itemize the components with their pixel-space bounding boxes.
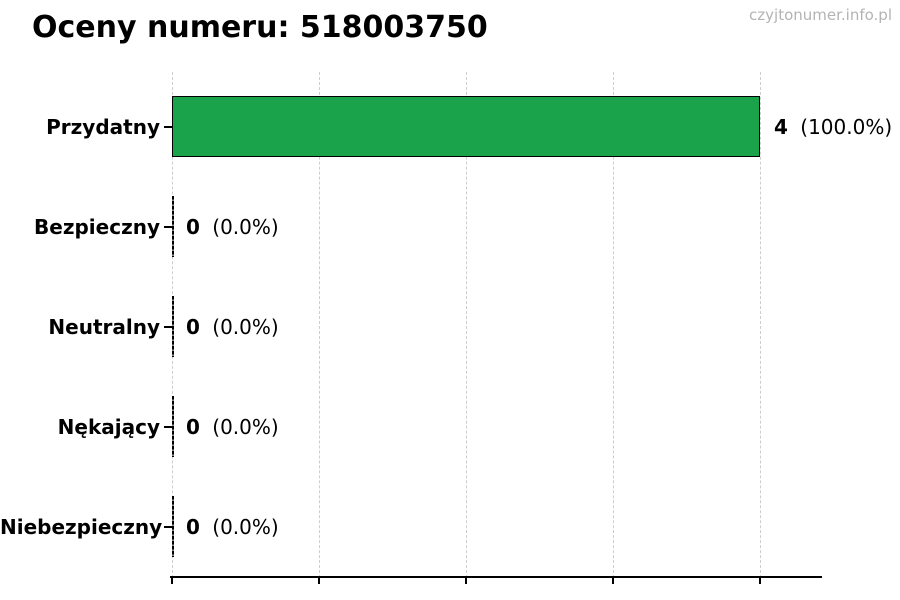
bar-row: Bezpieczny 0 (0.0%): [34, 177, 820, 277]
bar-value-label: 4 (100.0%): [774, 115, 892, 139]
bar-value: 0: [186, 215, 200, 239]
x-tick-mark: [759, 578, 761, 584]
bar-value: 4: [774, 115, 788, 139]
y-tick-mark: [164, 526, 172, 528]
bar-percentage: (0.0%): [212, 415, 279, 439]
y-tick-mark: [164, 126, 172, 128]
y-tick-mark: [164, 226, 172, 228]
gridline: [319, 72, 320, 578]
category-label: Bezpieczny: [34, 215, 160, 239]
bar-row: Nękający 0 (0.0%): [58, 377, 820, 477]
x-tick-mark: [318, 578, 320, 584]
bar-value: 0: [186, 315, 200, 339]
bar-percentage: (100.0%): [800, 115, 893, 139]
gridline: [613, 72, 614, 578]
category-label: Przydatny: [46, 115, 160, 139]
bar: [172, 396, 174, 457]
bar: [172, 196, 174, 257]
x-tick-mark: [612, 578, 614, 584]
bar-row: Neutralny 0 (0.0%): [48, 277, 820, 377]
x-tick-mark: [171, 578, 173, 584]
bar: [172, 496, 174, 557]
category-label: Niebezpieczny: [0, 515, 163, 539]
plot-area: Przydatny 4 (100.0%) Bezpieczny 0 (0.0%)…: [0, 72, 892, 584]
bar-value-label: 0 (0.0%): [186, 415, 279, 439]
bar-value-label: 0 (0.0%): [186, 215, 279, 239]
y-tick-mark: [164, 326, 172, 328]
x-axis-line: [170, 576, 822, 578]
bar-value-label: 0 (0.0%): [186, 515, 279, 539]
bar-row: Przydatny 4 (100.0%): [46, 77, 892, 177]
bar-value-label: 0 (0.0%): [186, 315, 279, 339]
category-label: Neutralny: [48, 315, 160, 339]
gridline: [466, 72, 467, 578]
chart-title: Oceny numeru: 518003750: [32, 10, 488, 45]
bar-percentage: (0.0%): [212, 215, 279, 239]
x-tick-mark: [465, 578, 467, 584]
bar-value: 0: [186, 415, 200, 439]
bar: [172, 296, 174, 357]
bar-value: 0: [186, 515, 200, 539]
gridline: [760, 72, 761, 578]
category-label: Nękający: [57, 415, 160, 439]
bar-percentage: (0.0%): [212, 315, 279, 339]
bar-row: Niebezpieczny 0 (0.0%): [0, 477, 820, 577]
bar-percentage: (0.0%): [212, 515, 279, 539]
bar: [172, 96, 760, 157]
watermark-text: czyjtonumer.info.pl: [749, 6, 892, 24]
y-tick-mark: [164, 426, 172, 428]
